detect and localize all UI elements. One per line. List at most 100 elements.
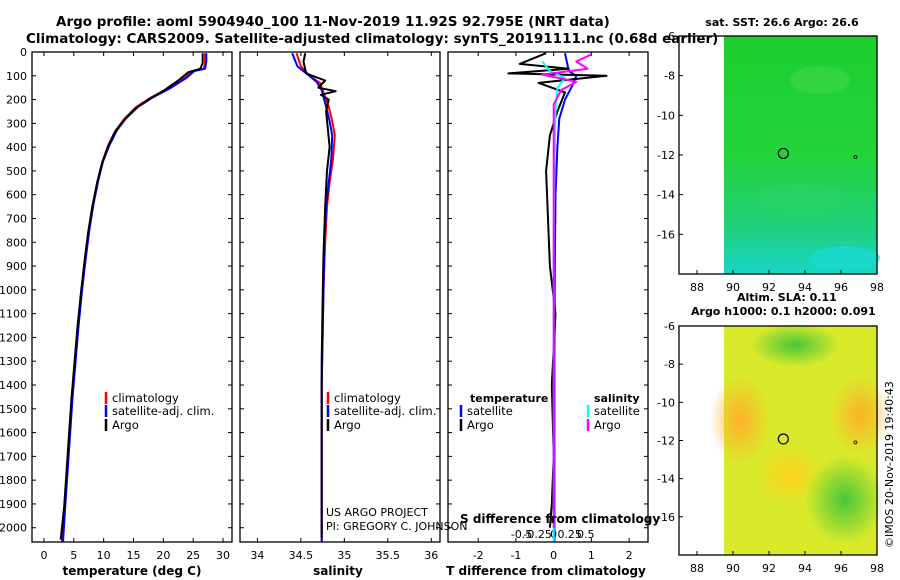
temperature-frame (31, 51, 233, 543)
series-t-argo (507, 52, 608, 528)
series-satellite-adj-clim- (291, 52, 334, 542)
depth-tick-label: 900 (6, 260, 27, 273)
map-y-tick-label: -8 (664, 70, 675, 83)
difference-frame (447, 51, 649, 543)
salinity-frame (239, 51, 441, 543)
depth-tick-label: 1700 (0, 450, 27, 463)
map-x-tick-label: 98 (870, 281, 884, 294)
sst-map-axes: 88 90 92 94 96 98 -6 -8 -10 -12 -14 -16 (657, 30, 884, 294)
depth-tick-label: 2000 (0, 522, 27, 535)
map-y-tick-label: -16 (657, 511, 675, 524)
s-tick-label: 0.25 (557, 528, 582, 541)
map-x-tick-label: 94 (798, 281, 812, 294)
salinity-xlabel: salinity (313, 564, 363, 578)
sla-map-subtitle: Argo h1000: 0.1 h2000: 0.091 (691, 305, 876, 318)
series-argo (302, 52, 337, 538)
title-line1: Argo profile: aoml 5904940_100 11-Nov-20… (56, 14, 610, 30)
sla-map-title: Altim. SLA: 0.11 (737, 291, 837, 304)
x-tick-label: 15 (126, 549, 140, 562)
x-tick-label: 34.5 (289, 549, 314, 562)
x-tick-label: 1 (588, 549, 595, 562)
depth-tick-label: 500 (6, 165, 27, 178)
sla-high (830, 375, 890, 455)
depth-tick-label: 1800 (0, 474, 27, 487)
x-tick-label: -2 (473, 549, 484, 562)
depth-tick-label: 800 (6, 236, 27, 249)
salinity-x-axis: 34 34.5 35 35.5 36 (250, 52, 438, 562)
depth-tick-label: 400 (6, 141, 27, 154)
x-tick-label: 20 (156, 549, 170, 562)
depth-tick-label: 600 (6, 189, 27, 202)
depth-tick-label: 1300 (0, 355, 27, 368)
legend-temperature-title: temperature (470, 392, 548, 405)
map-x-tick-label: 96 (834, 562, 848, 575)
legend-satellite: satellite-adj. clim. (334, 404, 436, 418)
depth-tick-label: 700 (6, 213, 27, 226)
map-y-tick-label: -14 (657, 189, 675, 202)
series-climatology (60, 53, 207, 542)
s-tick-label: -0.25 (523, 528, 551, 541)
x-tick-label: 30 (216, 549, 230, 562)
profile-location-marker (777, 433, 789, 445)
legend-argo: Argo (334, 418, 361, 432)
depth-tick-label: 1100 (0, 308, 27, 321)
sst-map-panel: sat. SST: 26.6 Argo: 26.6 88 90 92 94 96 98 -6… (657, 16, 884, 294)
temperature-x-axis: 0 5 10 15 20 25 30 (40, 52, 230, 562)
series-s-argo (541, 53, 592, 528)
map-y-tick-label: -10 (657, 109, 675, 122)
watermark: ©IMOS 20-Nov-2019 19:40:43 (883, 381, 896, 548)
sst-map-frame (678, 35, 878, 275)
temperature-xlabel: temperature (deg C) (63, 564, 202, 578)
credit-line2: PI: GREGORY C. JOHNSON (326, 520, 467, 533)
s-tick-label: 0.5 (577, 528, 595, 541)
difference-y-ticks (448, 51, 648, 529)
legend-s-argo: Argo (594, 418, 621, 432)
depth-tick-label: 0 (20, 46, 27, 59)
x-tick-label: 34 (250, 549, 264, 562)
legend-argo: Argo (112, 418, 139, 432)
sla-low (750, 323, 840, 367)
depth-tick-label: 300 (6, 117, 27, 130)
sst-map-markers (777, 147, 858, 160)
depth-tick-label: 1000 (0, 284, 27, 297)
sla-map-panel: Altim. SLA: 0.11 Argo h1000: 0.1 h2000: … (657, 291, 890, 575)
map-y-tick-label: -14 (657, 473, 675, 486)
depth-tick-label: 1400 (0, 379, 27, 392)
x-tick-label: 10 (97, 549, 111, 562)
x-tick-label: -1 (510, 549, 521, 562)
depth-tick-label: 200 (6, 94, 27, 107)
depth-tick-label: 1200 (0, 331, 27, 344)
sla-low (805, 455, 885, 545)
map-y-tick-label: -6 (664, 320, 675, 333)
difference-series (507, 52, 608, 542)
legend-climatology: climatology (112, 391, 179, 405)
map-x-tick-label: 92 (762, 562, 776, 575)
profile-location-marker (777, 147, 789, 160)
x-tick-label: 0 (40, 549, 47, 562)
x-tick-label: 5 (70, 549, 77, 562)
legend-t-satellite: satellite (467, 404, 513, 418)
salinity-series (291, 52, 337, 542)
depth-tick-label: 100 (6, 70, 27, 83)
salinity-y-ticks (240, 51, 440, 529)
s-tick-label: -0.5 (511, 528, 532, 541)
title-line2: Climatology: CARS2009. Satellite-adjuste… (26, 31, 718, 47)
x-tick-label: 35.5 (376, 549, 401, 562)
difference-s-axis: -0.5-0.250 0.250.5 (511, 528, 595, 541)
series-satellite-adj-clim- (62, 53, 208, 542)
map-x-tick-label: 94 (798, 562, 812, 575)
legend-salinity-title: salinity (594, 392, 640, 405)
x-tick-label: 25 (186, 549, 200, 562)
legend-climatology: climatology (334, 391, 401, 405)
x-tick-label: 2 (626, 549, 633, 562)
depth-tick-label: 1600 (0, 427, 27, 440)
legend-satellite: satellite-adj. clim. (112, 404, 214, 418)
temperature-series (59, 53, 208, 542)
map-y-tick-label: -12 (657, 435, 675, 448)
sst-patch (750, 184, 850, 216)
map-x-tick-label: 90 (726, 281, 740, 294)
t-difference-xlabel: T difference from climatology (446, 564, 646, 578)
map-x-tick-label: 98 (870, 562, 884, 575)
depth-tick-label: 1900 (0, 498, 27, 511)
